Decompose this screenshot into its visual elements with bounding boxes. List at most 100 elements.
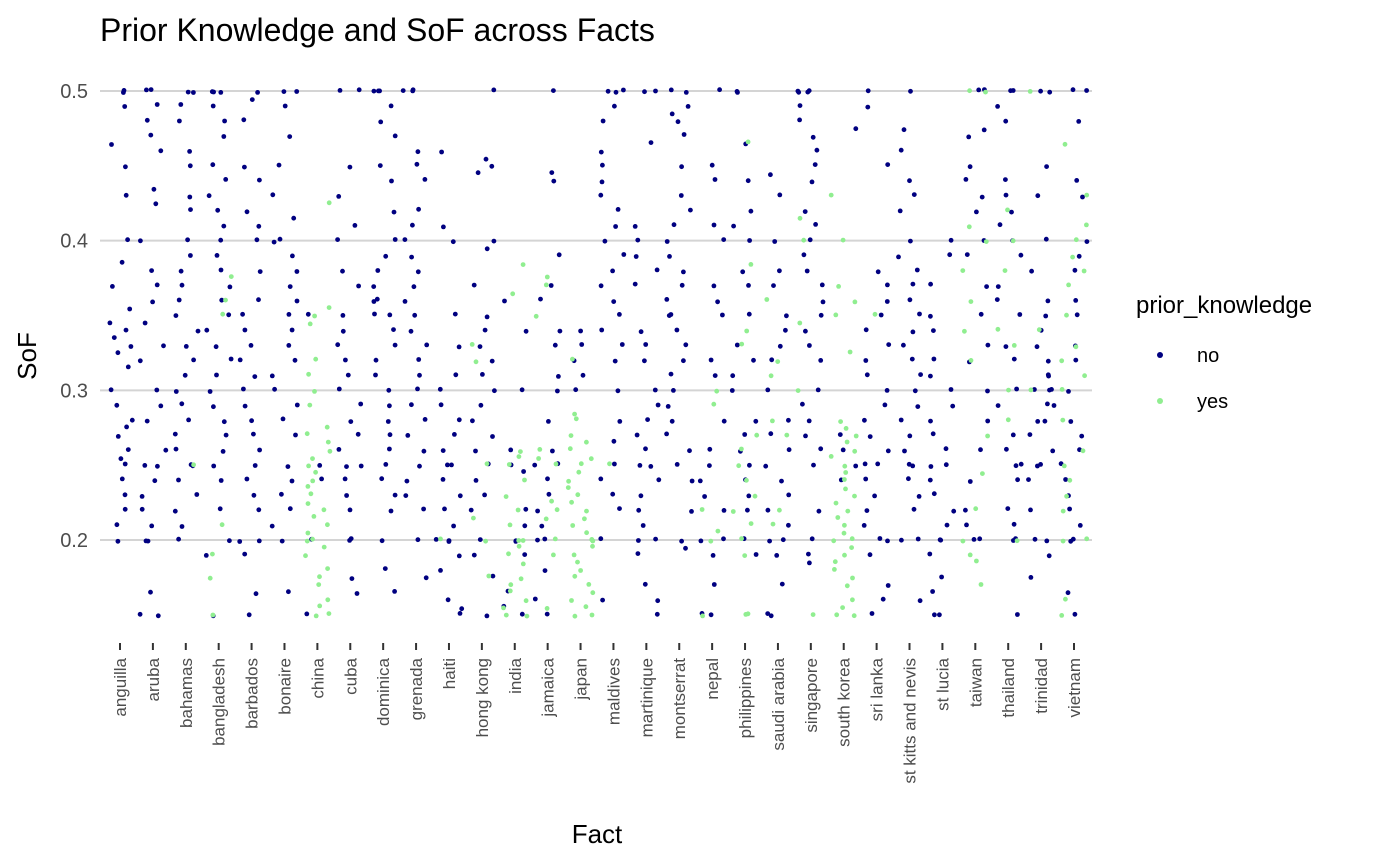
data-point-yes xyxy=(306,371,311,377)
data-point-yes xyxy=(745,139,751,145)
data-point-no xyxy=(797,117,802,123)
data-point-no xyxy=(605,88,611,94)
data-point-no xyxy=(598,283,604,289)
data-point-no xyxy=(237,539,243,544)
data-point-no xyxy=(885,162,891,168)
data-point-no xyxy=(391,327,396,332)
data-point-yes xyxy=(966,224,972,230)
data-point-no xyxy=(290,253,295,259)
data-point-no xyxy=(179,401,185,407)
data-point-no xyxy=(1003,177,1008,183)
data-point-no xyxy=(632,224,638,229)
legend: prior_knowledge no yes xyxy=(1136,292,1312,413)
data-point-yes xyxy=(1059,387,1065,392)
data-point-no xyxy=(802,209,808,215)
data-point-yes xyxy=(310,478,316,484)
data-point-yes xyxy=(844,583,850,589)
data-point-no xyxy=(721,237,727,243)
data-point-no xyxy=(409,402,414,408)
data-point-no xyxy=(1029,268,1034,274)
data-point-no xyxy=(1035,193,1041,199)
data-point-no xyxy=(277,236,283,242)
data-point-yes xyxy=(311,514,317,519)
data-point-no xyxy=(182,372,188,378)
data-point-no xyxy=(711,222,717,228)
data-point-no xyxy=(950,403,956,409)
data-point-yes xyxy=(507,588,513,594)
data-point-no xyxy=(1068,538,1074,544)
data-point-no xyxy=(437,386,443,392)
data-point-no xyxy=(664,297,670,302)
data-point-no xyxy=(110,284,115,289)
data-point-no xyxy=(780,537,786,543)
data-point-no xyxy=(632,281,638,287)
data-point-no xyxy=(415,537,421,543)
data-point-no xyxy=(139,494,145,499)
data-point-yes xyxy=(1002,268,1008,273)
data-point-no xyxy=(440,477,446,482)
data-point-no xyxy=(912,388,918,394)
data-point-yes xyxy=(1005,417,1011,423)
data-point-no xyxy=(379,538,385,544)
data-point-no xyxy=(681,269,686,275)
data-point-yes xyxy=(833,500,839,506)
data-point-no xyxy=(771,283,776,288)
chart-title: Prior Knowledge and SoF across Facts xyxy=(100,12,655,48)
data-point-no xyxy=(335,342,341,348)
data-point-yes xyxy=(304,431,310,437)
data-point-no xyxy=(248,343,254,348)
data-point-no xyxy=(433,537,439,542)
data-point-no xyxy=(416,357,422,362)
data-point-no xyxy=(811,462,816,468)
data-point-no xyxy=(689,478,695,484)
data-point-yes xyxy=(506,551,511,557)
data-point-yes xyxy=(770,521,776,527)
data-point-no xyxy=(183,344,189,349)
data-point-no xyxy=(635,237,641,243)
data-point-yes xyxy=(565,485,571,490)
data-point-yes xyxy=(1084,222,1089,228)
data-point-no xyxy=(981,127,987,133)
data-point-yes xyxy=(523,598,529,604)
data-point-no xyxy=(807,343,812,348)
data-point-no xyxy=(519,387,525,393)
x-tick-label: cuba xyxy=(341,657,360,694)
grid-lines xyxy=(100,90,1092,541)
data-point-no xyxy=(223,177,229,182)
data-point-no xyxy=(906,461,912,467)
data-point-yes xyxy=(828,454,834,459)
data-point-no xyxy=(252,463,258,468)
x-tick-label: bahamas xyxy=(177,658,196,728)
data-point-no xyxy=(809,536,815,542)
data-point-no xyxy=(997,222,1003,228)
data-point-no xyxy=(191,357,197,363)
data-point-no xyxy=(221,134,227,139)
data-point-no xyxy=(654,611,660,617)
data-point-yes xyxy=(325,439,331,445)
data-point-no xyxy=(648,140,654,146)
data-point-no xyxy=(1077,523,1083,528)
data-point-yes xyxy=(543,282,549,288)
data-point-yes xyxy=(305,484,311,489)
data-point-no xyxy=(978,447,983,453)
data-point-no xyxy=(294,89,300,94)
data-point-no xyxy=(148,589,153,595)
data-point-yes xyxy=(841,530,847,536)
data-point-no xyxy=(707,446,713,452)
data-point-no xyxy=(1028,575,1034,580)
data-point-no xyxy=(551,178,557,184)
data-point-no xyxy=(457,611,463,616)
data-point-yes xyxy=(1005,207,1010,213)
data-point-no xyxy=(763,463,769,469)
data-point-no xyxy=(203,553,209,558)
data-point-no xyxy=(336,194,342,199)
data-point-yes xyxy=(326,305,332,310)
data-point-yes xyxy=(764,297,770,302)
data-point-no xyxy=(901,127,907,133)
data-point-no xyxy=(668,87,674,93)
data-point-yes xyxy=(228,274,234,279)
data-point-no xyxy=(809,179,815,185)
data-point-no xyxy=(908,238,913,244)
data-point-no xyxy=(411,284,417,290)
data-point-yes xyxy=(711,401,717,407)
